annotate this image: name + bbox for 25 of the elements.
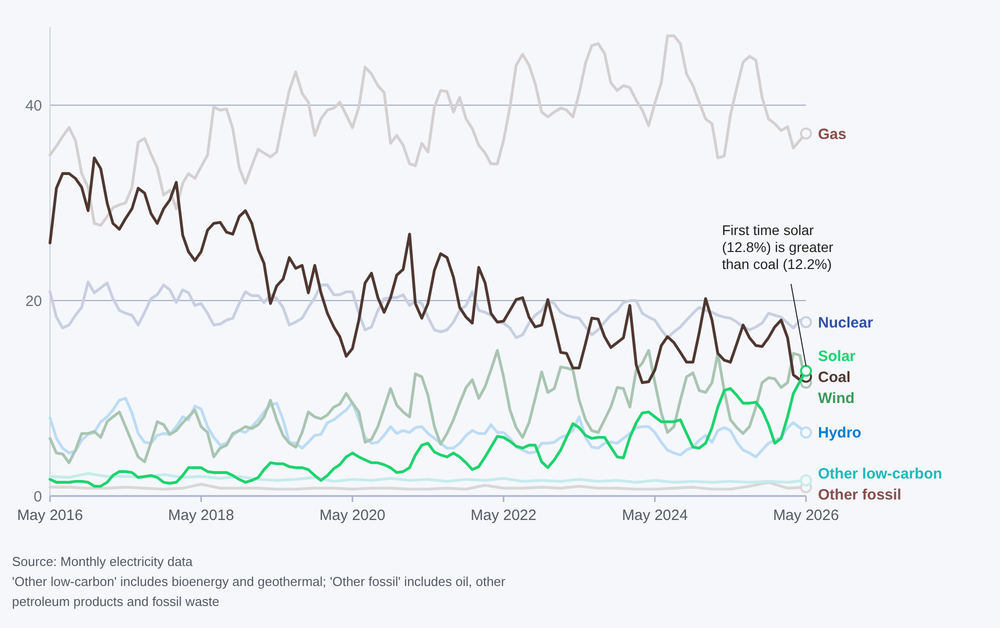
y-tick-label: 0	[34, 488, 42, 506]
y-tick-label: 40	[25, 97, 42, 114]
series-label: Coal	[818, 369, 851, 386]
source-note: Source: Monthly electricity data	[12, 554, 194, 569]
x-tick-label: May 2024	[622, 507, 688, 524]
series-label: Other fossil	[818, 486, 902, 504]
series-label: Gas	[818, 126, 846, 143]
series-label: Hydro	[818, 424, 862, 442]
point	[800, 128, 812, 140]
point	[800, 474, 812, 486]
point	[800, 364, 812, 377]
series-label: Other low-carbon	[818, 466, 942, 483]
x-tick-label: May 2026	[773, 507, 839, 524]
point	[800, 426, 812, 438]
y-tick-label: 20	[25, 292, 42, 310]
point	[800, 316, 812, 328]
x-tick-label: May 2016	[17, 507, 83, 524]
x-tick-label: May 2022	[470, 507, 536, 524]
annotation: First time solar (12.8%) is greater than coal (12.2%)	[722, 222, 834, 272]
x-tick-label: May 2018	[168, 507, 234, 524]
x-tick-label: May 2020	[320, 507, 386, 524]
text: 'Other low-carbon' includes bioenergy and geothermal; 'Other fossil' includes oil, other petroleum products and fossil waste	[12, 574, 506, 609]
series-label: Wind	[818, 390, 855, 408]
series-label: Solar	[818, 348, 856, 366]
series-label: Nuclear	[818, 314, 874, 332]
